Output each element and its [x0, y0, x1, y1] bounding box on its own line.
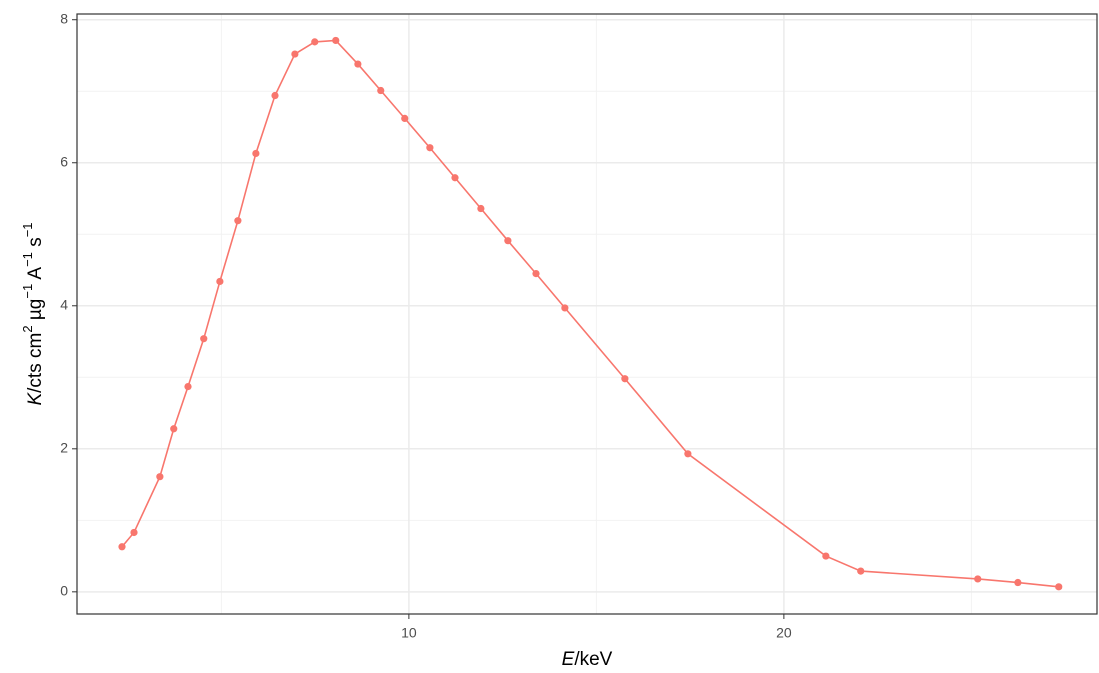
- plot-panel: [77, 14, 1097, 614]
- y-tick-label: 6: [60, 153, 68, 169]
- data-point: [532, 269, 540, 278]
- data-point: [271, 91, 279, 100]
- data-point: [354, 60, 362, 68]
- data-point: [561, 304, 569, 312]
- y-axis-title-part: /cts cm: [25, 333, 46, 393]
- data-point: [477, 204, 485, 213]
- data-point: [426, 144, 434, 152]
- y-axis-title-part: −1: [20, 222, 35, 237]
- y-axis-title: K/cts cm2 µg−1 A−1 s−1: [20, 222, 46, 405]
- y-axis-title-part: 2: [20, 325, 35, 332]
- data-point: [451, 174, 459, 182]
- y-tick-label: 4: [60, 296, 68, 312]
- y-axis-title-part: −1: [20, 252, 35, 267]
- data-point: [170, 425, 178, 433]
- data-point: [252, 149, 260, 158]
- data-point: [184, 382, 192, 391]
- y-axis-title-part: s: [25, 237, 46, 252]
- y-tick-label: 8: [60, 10, 68, 26]
- y-tick-label: 0: [60, 583, 68, 599]
- data-point: [332, 36, 340, 45]
- data-point: [1055, 583, 1063, 591]
- data-point: [291, 50, 299, 58]
- data-point: [822, 552, 830, 560]
- x-axis-title-part: E: [562, 649, 575, 670]
- data-point: [130, 528, 138, 537]
- data-point: [857, 567, 865, 575]
- panel-border: [76, 13, 1098, 615]
- y-axis-title-part: K: [25, 392, 46, 406]
- data-point: [684, 450, 692, 458]
- data-point: [401, 114, 409, 123]
- data-point: [234, 217, 242, 225]
- y-axis-title-part: −1: [20, 284, 35, 299]
- data-point: [200, 335, 208, 343]
- y-tick-label: 2: [60, 440, 68, 456]
- data-point: [311, 38, 319, 46]
- data-point: [216, 277, 224, 286]
- x-tick-label: 10: [401, 625, 417, 641]
- data-point: [156, 473, 164, 481]
- x-axis-title-part: /keV: [574, 649, 612, 670]
- data-point: [621, 375, 629, 383]
- data-point: [1014, 578, 1022, 587]
- data-point: [118, 543, 126, 551]
- x-tick-label: 20: [776, 625, 792, 641]
- x-axis-title: E/keV: [562, 649, 613, 670]
- data-point: [377, 86, 385, 95]
- data-point: [504, 237, 512, 245]
- y-axis-title-part: µg: [25, 299, 46, 326]
- data-point: [974, 575, 982, 583]
- y-axis-title-part: A: [25, 267, 46, 284]
